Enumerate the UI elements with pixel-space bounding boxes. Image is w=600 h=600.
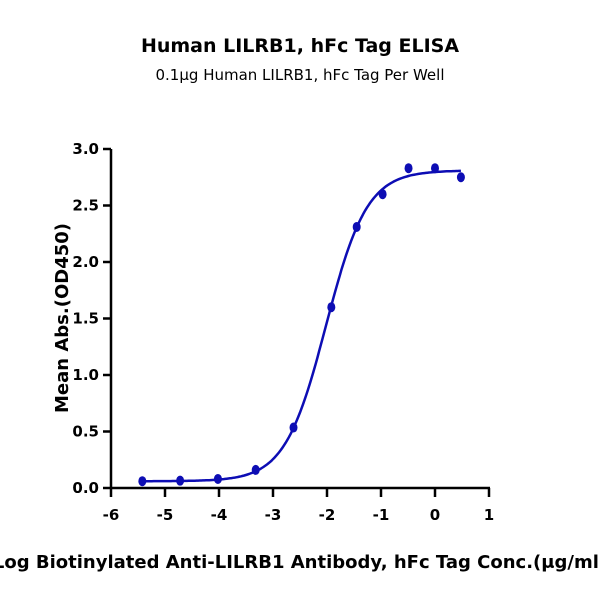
x-tick-label: -2 xyxy=(319,506,336,524)
x-tick-label: 0 xyxy=(430,506,440,524)
data-point xyxy=(431,163,439,174)
y-tick-label: 2.0 xyxy=(72,253,99,271)
data-point xyxy=(352,221,361,232)
y-axis-label: Mean Abs.(OD450) xyxy=(52,223,73,413)
chart-title: Human LILRB1, hFc Tag ELISA xyxy=(141,35,459,57)
data-point xyxy=(378,189,387,200)
data-point xyxy=(456,172,465,183)
y-tick-label: 2.5 xyxy=(72,197,99,215)
y-tick-label: 0.5 xyxy=(72,423,99,441)
x-tick-label: -5 xyxy=(157,506,174,524)
data-point xyxy=(404,163,413,174)
x-tick-label: -1 xyxy=(373,506,390,524)
data-point xyxy=(213,473,222,484)
data-point xyxy=(138,476,147,487)
x-tick-label: 1 xyxy=(484,506,494,524)
x-axis-label: Log Biotinylated Anti-LILRB1 Antibody, h… xyxy=(0,552,600,573)
data-point xyxy=(176,475,185,486)
chart-subtitle: 0.1μg Human LILRB1, hFc Tag Per Well xyxy=(156,66,445,84)
data-point xyxy=(289,422,298,433)
x-tick-label: -4 xyxy=(211,506,228,524)
y-tick-label: 1.5 xyxy=(72,310,99,328)
fit-curve xyxy=(142,169,461,483)
data-point xyxy=(251,464,260,475)
x-tick-label: -3 xyxy=(265,506,282,524)
x-tick-label: -6 xyxy=(103,506,120,524)
data-point xyxy=(327,302,336,313)
y-tick-label: 3.0 xyxy=(72,140,99,158)
y-tick-label: 0.0 xyxy=(72,479,99,497)
y-tick-label: 1.0 xyxy=(72,366,99,384)
